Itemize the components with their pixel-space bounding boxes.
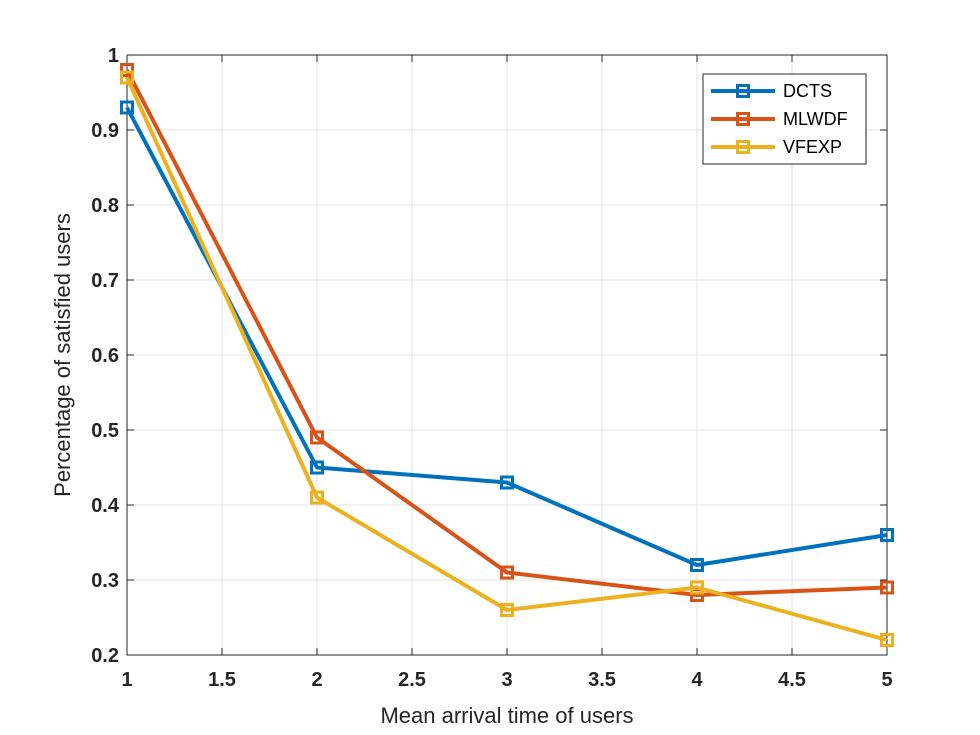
x-tick-label: 2.5 [398,669,426,691]
x-tick-label: 1 [121,669,132,691]
data-point-marker [120,63,134,77]
x-tick-label: 5 [881,669,892,691]
data-point-marker [500,475,514,490]
x-tick-label: 3.5 [588,669,616,691]
data-point-marker [880,528,894,542]
data-point-marker [310,430,324,445]
x-tick-label: 1.5 [208,669,236,691]
legend-swatch-marker [736,140,750,154]
axis-ticks: 1 1.5 2 2.5 3 3.5 4 4.5 5 0.2 0.3 0.4 0.5 0.6 0.7 0.8 0.… [91,45,892,691]
series-vfexp [120,70,894,647]
y-tick-label: 1 [108,45,119,67]
data-point-marker [690,580,704,595]
y-tick-label: 0.3 [91,570,119,592]
y-tick-label: 0.8 [91,195,119,217]
data-series [120,63,894,647]
x-tick-label: 2 [311,669,322,691]
y-tick-label: 0.7 [91,270,119,292]
y-tick-label: 0.6 [91,345,119,367]
data-point-marker [690,558,704,572]
x-axis-title: Mean arrival time of users [380,703,633,728]
y-tick-label: 0.5 [91,420,119,442]
y-tick-label: 0.4 [91,495,120,517]
data-point-marker [310,460,324,475]
y-axis-title: Percentage of satisfied users [50,213,75,497]
data-point-marker [120,100,134,115]
series-line [125,106,888,567]
data-point-marker [500,603,514,617]
legend-label: DCTS [783,81,832,101]
x-tick-label: 3 [501,669,512,691]
legend-swatch-marker [736,84,750,98]
series-mlwdf [120,63,894,602]
x-tick-label: 4.5 [778,669,806,691]
data-point-marker [310,490,324,505]
legend-label: MLWDF [783,109,848,129]
legend: DCTS MLWDF VFEXP [702,73,867,165]
data-point-marker [500,565,514,580]
y-tick-label: 0.9 [91,120,119,142]
series-line [125,76,888,642]
data-point-marker [880,580,894,595]
x-tick-label: 4 [691,669,703,691]
series-line [125,69,888,597]
series-dcts [120,100,894,572]
y-tick-label: 0.2 [91,645,119,667]
legend-swatch-marker [736,112,750,126]
data-point-marker [120,70,134,85]
legend-label: VFEXP [783,137,842,157]
data-point-marker [880,633,894,647]
